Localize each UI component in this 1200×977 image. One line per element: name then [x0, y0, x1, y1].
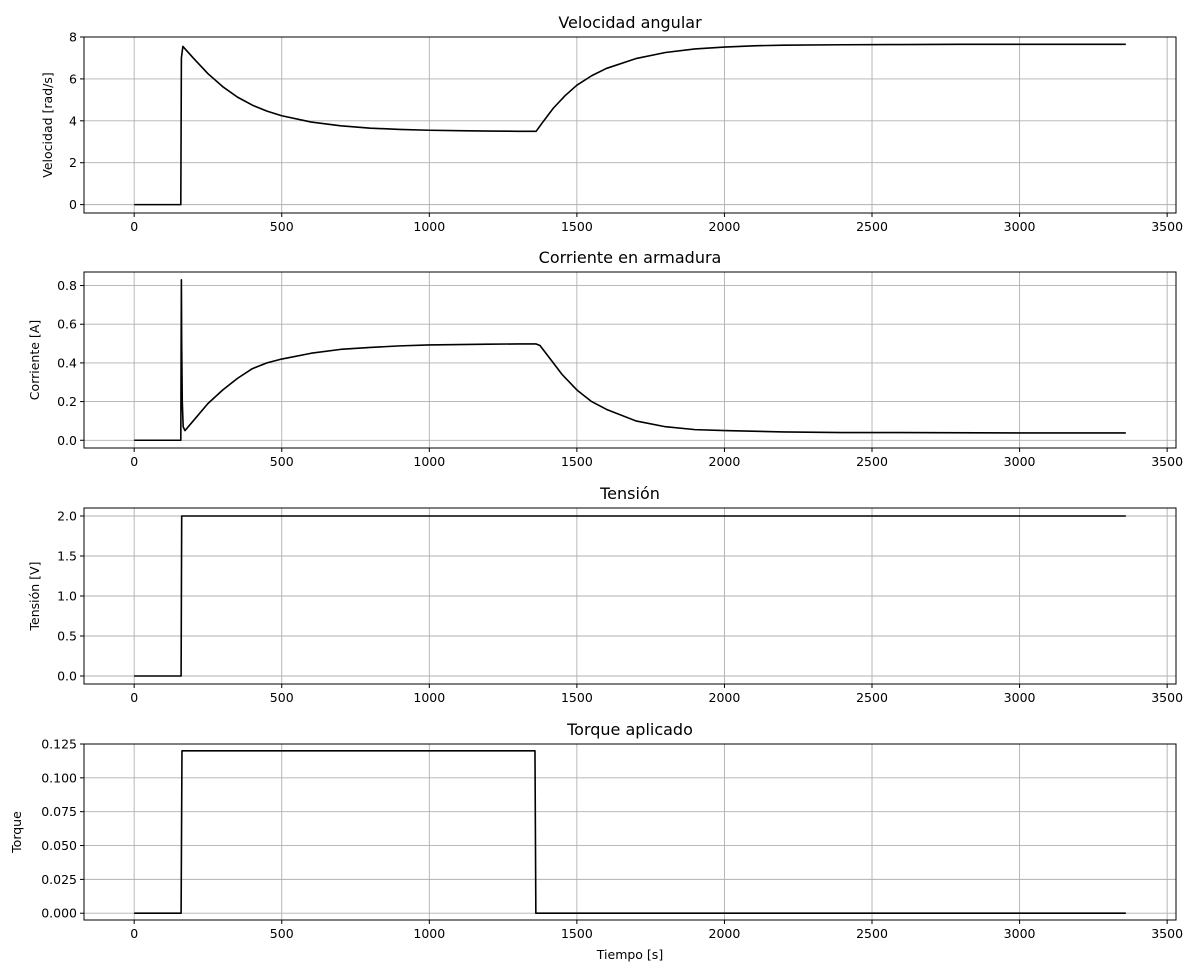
series-line-1-1: [134, 43, 1126, 206]
subplot-3: 0 500 1000 1500 2000 2500 3000 3500 0.0 0.5 1.0 1.5…: [27, 484, 1183, 705]
x-tick-label: 2000: [709, 219, 741, 234]
subplot-4: 0 500 1000 1500 2000 2500 3000 3500 0.000 0.025 0.…: [9, 720, 1183, 962]
y-tick-label: 0: [69, 197, 77, 212]
series-line-3-1: [134, 515, 1126, 677]
plot-frame: [83, 743, 1177, 921]
y-tick-label: 0.4: [57, 355, 77, 370]
y-tick-label: 0.025: [41, 872, 77, 887]
plot-frame: [83, 36, 1177, 214]
x-tick-label: 0: [130, 219, 138, 234]
chart-title: Corriente en armadura: [539, 248, 722, 267]
x-tick-label: 3000: [1004, 454, 1036, 469]
x-tick-label: 3500: [1151, 454, 1183, 469]
y-tick-label: 1.5: [57, 549, 77, 564]
x-tick-label: 2500: [856, 926, 888, 941]
x-tick-label: 3000: [1004, 926, 1036, 941]
x-axis-label: Tiempo [s]: [596, 947, 663, 962]
y-tick-label: 0.2: [57, 394, 77, 409]
x-tick-label: 0: [130, 690, 138, 705]
x-tick-label: 2000: [709, 926, 741, 941]
x-tick-label: 1000: [413, 926, 445, 941]
y-axis-label: Torque: [9, 811, 24, 854]
y-tick-label: 0.000: [41, 906, 77, 921]
y-tick-label: 0.5: [57, 629, 77, 644]
x-tick-label: 1500: [561, 690, 593, 705]
x-tick-label: 2500: [856, 690, 888, 705]
y-axis-label: Corriente [A]: [27, 320, 42, 400]
y-axis-label: Velocidad [rad/s]: [40, 72, 55, 177]
plot-frame: [83, 507, 1177, 685]
y-tick-label: 0.100: [41, 770, 77, 785]
y-tick-label: 0.8: [57, 278, 77, 293]
chart-title: Velocidad angular: [558, 13, 702, 32]
x-tick-label: 500: [270, 219, 294, 234]
y-tick-label: 0.075: [41, 804, 77, 819]
x-tick-label: 500: [270, 454, 294, 469]
y-tick-label: 4: [69, 113, 77, 128]
x-tick-label: 3000: [1004, 690, 1036, 705]
x-tick-label: 3500: [1151, 219, 1183, 234]
x-tick-label: 3500: [1151, 926, 1183, 941]
x-tick-label: 2500: [856, 454, 888, 469]
plot-frame: [83, 271, 1177, 449]
x-tick-label: 2500: [856, 219, 888, 234]
x-tick-label: 1500: [561, 926, 593, 941]
y-tick-label: 0.0: [57, 669, 77, 684]
x-tick-label: 1500: [561, 454, 593, 469]
subplots: 0 500 1000 1500 2000 2500 3000 3500 0 2 4 6 8 Velocid…: [9, 13, 1183, 962]
x-tick-label: 0: [130, 926, 138, 941]
y-tick-label: 0.125: [41, 737, 77, 752]
y-tick-label: 2: [69, 155, 77, 170]
x-tick-label: 500: [270, 926, 294, 941]
x-tick-label: 1000: [413, 690, 445, 705]
x-tick-label: 0: [130, 454, 138, 469]
x-tick-label: 1000: [413, 219, 445, 234]
chart-title: Torque aplicado: [566, 720, 693, 739]
y-tick-label: 2.0: [57, 509, 77, 524]
series-line-2-1: [134, 278, 1126, 442]
y-tick-label: 6: [69, 71, 77, 86]
x-tick-label: 1500: [561, 219, 593, 234]
y-tick-label: 0.6: [57, 317, 77, 332]
x-tick-label: 3000: [1004, 219, 1036, 234]
y-tick-label: 0.0: [57, 433, 77, 448]
x-tick-label: 500: [270, 690, 294, 705]
subplot-1: 0 500 1000 1500 2000 2500 3000 3500 0 2 4 6 8 Velocid…: [40, 13, 1183, 234]
x-tick-label: 1000: [413, 454, 445, 469]
y-axis-label: Tensión [V]: [27, 562, 42, 632]
chart-title: Tensión: [599, 484, 660, 503]
y-tick-label: 0.050: [41, 838, 77, 853]
y-tick-label: 8: [69, 30, 77, 45]
x-tick-label: 2000: [709, 690, 741, 705]
y-tick-label: 1.0: [57, 589, 77, 604]
x-tick-label: 3500: [1151, 690, 1183, 705]
series-line-4-1: [134, 749, 1126, 915]
x-tick-label: 2000: [709, 454, 741, 469]
subplot-2: 0 500 1000 1500 2000 2500 3000 3500 0.0 0.2 0.4 0.6…: [27, 248, 1183, 469]
